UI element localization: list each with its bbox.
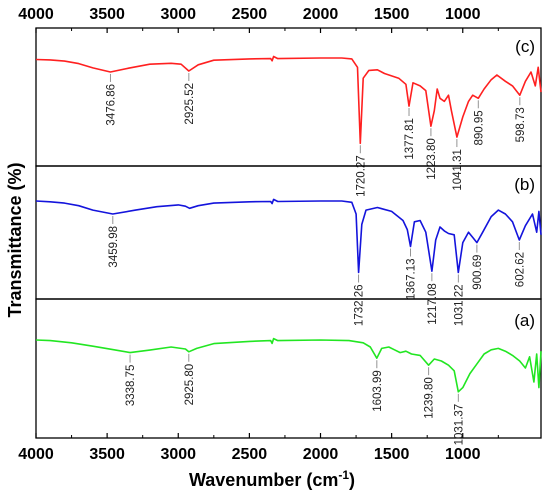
peak-label: 602.62: [514, 252, 526, 287]
bottom-tick-label: 1500: [374, 446, 410, 463]
panel-1: (b) 3459.98 1732.26 1367.13 1217.08 1031.22 90…: [35, 165, 542, 327]
top-tick-label: 1500: [374, 6, 410, 23]
panel-label: (a): [514, 311, 535, 330]
bottom-tick-label: 1000: [445, 446, 481, 463]
peak-label: 2925.80: [184, 364, 196, 406]
panel-0: (c) 3476.86 2925.52 1720.27 1377.81 1223.80 10…: [35, 27, 542, 197]
peak-label: 1720.27: [355, 155, 367, 197]
peak-label: 2925.52: [184, 83, 196, 125]
spectrum-line: [35, 55, 542, 145]
peak-label: 3338.75: [125, 365, 137, 407]
peak-label: 1377.81: [404, 118, 416, 160]
peak-label: 1041.31: [452, 149, 464, 191]
panel-label: (c): [515, 37, 535, 56]
spectra-panels: (c) 3476.86 2925.52 1720.27 1377.81 1223.80 10…: [35, 27, 542, 446]
panel-frame: [35, 298, 542, 439]
x-axis-title-close: ): [349, 470, 355, 490]
bottom-tick-label: 3500: [89, 446, 125, 463]
top-tick-label: 4000: [18, 6, 54, 23]
peak-label: 1732.26: [354, 285, 366, 327]
top-tick-label: 2000: [303, 6, 339, 23]
panel-label: (b): [514, 175, 535, 194]
top-tick-label: 3000: [160, 6, 196, 23]
bottom-tick-label: 4000: [18, 446, 54, 463]
spectrum-line: [35, 337, 542, 393]
top-tick-label: 1000: [445, 6, 481, 23]
bottom-axis-ticks: 4000 3500 3000 2500 2000 1500 1000: [18, 433, 499, 463]
bottom-tick-label: 2500: [232, 446, 268, 463]
peak-label: 1031.22: [453, 285, 465, 327]
peak-label: 1217.08: [427, 283, 439, 325]
y-axis-title: Transmittance (%): [5, 162, 25, 317]
peak-label: 598.73: [515, 107, 527, 142]
peak-label: 1031.37: [453, 404, 465, 446]
x-axis-title-main: Wavenumber (cm: [189, 470, 338, 490]
panel-2: (a) 3338.75 2925.80 1603.99 1239.80 1031.37: [35, 298, 542, 446]
bottom-tick-label: 3000: [160, 446, 196, 463]
peak-label: 1223.80: [426, 138, 438, 180]
peak-label: 1239.80: [424, 377, 436, 419]
bottom-tick-label: 2000: [303, 446, 339, 463]
x-axis-title-exponent: -1: [338, 468, 349, 482]
top-tick-label: 3500: [89, 6, 125, 23]
peak-label: 900.69: [472, 255, 484, 290]
peak-label: 1603.99: [372, 370, 384, 412]
spectrum-line: [35, 198, 542, 274]
x-axis-title: Wavenumber (cm-1): [189, 468, 355, 490]
peak-label: 890.95: [473, 110, 485, 145]
top-tick-label: 2500: [232, 6, 268, 23]
peak-label: 3476.86: [105, 84, 117, 126]
peak-label: 1367.13: [406, 259, 418, 301]
peak-label: 3459.98: [108, 226, 120, 268]
top-axis-ticks: 4000 3500 3000 2500 2000 1500 1000: [18, 6, 499, 33]
